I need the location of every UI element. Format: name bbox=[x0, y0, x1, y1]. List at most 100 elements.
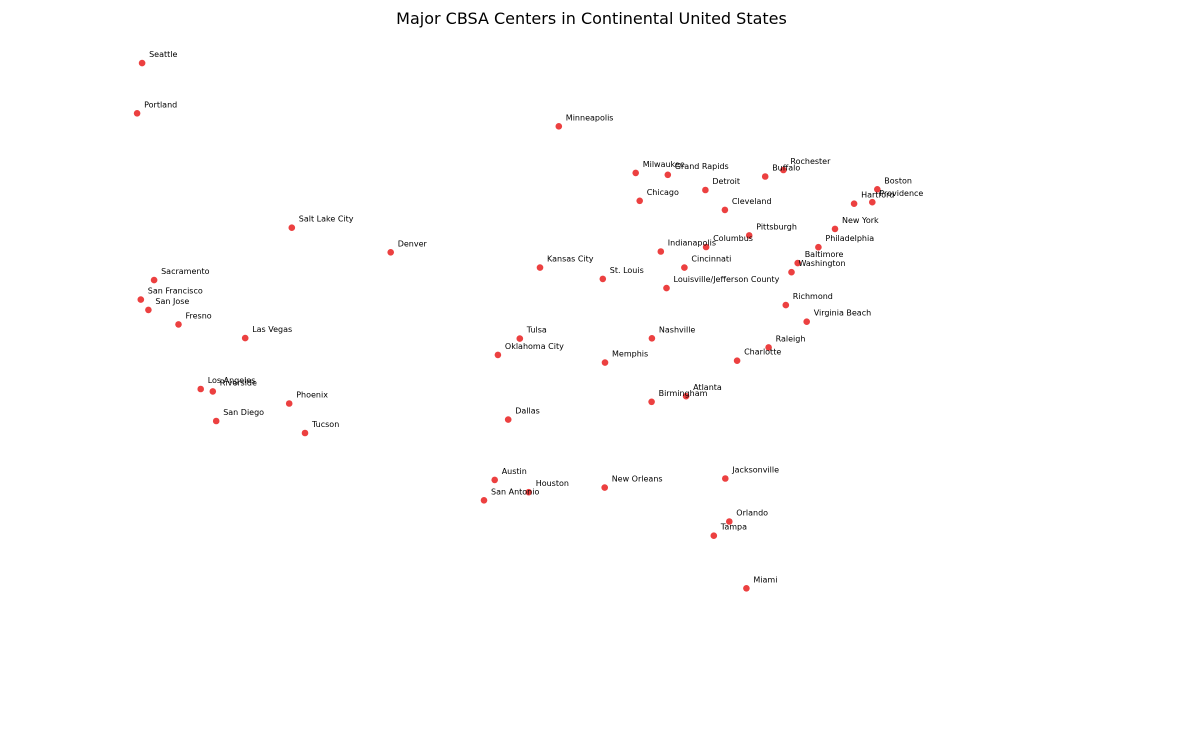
city-label: Birmingham bbox=[659, 389, 708, 398]
city-point bbox=[874, 186, 881, 193]
city-label: Chicago bbox=[647, 188, 679, 197]
city-label: San Antonio bbox=[491, 487, 539, 496]
city-label: Providence bbox=[879, 189, 923, 198]
points-layer bbox=[133, 59, 881, 592]
city-point bbox=[664, 171, 672, 179]
city-label: Philadelphia bbox=[825, 234, 874, 243]
city-label: Miami bbox=[753, 575, 777, 584]
city-label: Oklahoma City bbox=[505, 342, 564, 351]
city-label: Milwaukee bbox=[643, 160, 685, 169]
city-label: Memphis bbox=[612, 350, 648, 359]
city-point bbox=[387, 249, 395, 256]
city-point bbox=[601, 484, 608, 491]
city-point bbox=[137, 296, 145, 303]
city-label: Sacramento bbox=[161, 267, 209, 276]
city-point bbox=[702, 243, 710, 251]
city-point bbox=[663, 284, 670, 292]
city-label: Phoenix bbox=[296, 391, 328, 400]
city-point bbox=[803, 318, 810, 326]
city-label: Cincinnati bbox=[691, 255, 731, 264]
city-point bbox=[555, 123, 563, 130]
city-label: Seattle bbox=[149, 50, 177, 59]
city-point bbox=[150, 276, 158, 284]
city-point bbox=[722, 475, 729, 482]
city-point bbox=[648, 398, 655, 406]
city-point bbox=[241, 334, 249, 342]
city-point bbox=[815, 243, 822, 251]
city-point bbox=[780, 166, 787, 174]
city-point bbox=[288, 224, 296, 231]
city-label: Atlanta bbox=[693, 383, 722, 392]
city-point bbox=[831, 225, 839, 233]
city-label: Detroit bbox=[712, 177, 740, 186]
city-label: New York bbox=[842, 216, 879, 225]
city-label: Pittsburgh bbox=[756, 222, 797, 231]
city-label: Los Angeles bbox=[208, 376, 256, 385]
city-label: Minneapolis bbox=[566, 113, 614, 122]
city-label: Tulsa bbox=[526, 326, 547, 335]
city-label: Nashville bbox=[659, 325, 696, 334]
city-label: Tampa bbox=[720, 523, 747, 532]
city-point bbox=[536, 264, 544, 271]
city-label: Riverside bbox=[220, 378, 257, 387]
city-label: Las Vegas bbox=[252, 325, 292, 334]
city-label: Indianapolis bbox=[668, 239, 716, 248]
city-point bbox=[138, 59, 146, 67]
city-point bbox=[175, 321, 182, 328]
city-label: Boston bbox=[884, 176, 912, 185]
city-label: San Francisco bbox=[148, 287, 203, 296]
city-label: Raleigh bbox=[776, 334, 806, 343]
city-label: San Diego bbox=[223, 408, 264, 417]
city-point bbox=[504, 416, 512, 423]
chart-title: Major CBSA Centers in Continental United… bbox=[396, 9, 787, 28]
city-point bbox=[601, 359, 609, 366]
city-label: Tucson bbox=[311, 420, 339, 429]
city-point bbox=[733, 357, 741, 365]
city-label: Fresno bbox=[186, 311, 212, 320]
city-label: Salt Lake City bbox=[299, 215, 354, 224]
city-label: Rochester bbox=[790, 157, 831, 166]
city-point bbox=[212, 417, 220, 425]
city-point bbox=[197, 385, 204, 393]
city-point bbox=[850, 200, 858, 207]
city-point bbox=[710, 532, 718, 539]
city-label: Hartford bbox=[861, 191, 894, 200]
city-point bbox=[632, 169, 639, 177]
city-point bbox=[145, 306, 152, 314]
city-point bbox=[285, 400, 293, 407]
city-label: Dallas bbox=[515, 407, 540, 416]
city-point bbox=[133, 110, 141, 117]
city-label: Denver bbox=[398, 239, 428, 248]
city-point bbox=[636, 197, 643, 205]
city-label: Baltimore bbox=[805, 250, 844, 259]
city-point bbox=[491, 476, 499, 484]
city-label: Orlando bbox=[736, 509, 768, 518]
city-label: Kansas City bbox=[547, 255, 594, 264]
city-point bbox=[743, 585, 750, 592]
city-point bbox=[761, 173, 769, 180]
city-point bbox=[682, 392, 690, 400]
city-label: Grand Rapids bbox=[675, 162, 729, 171]
city-point bbox=[657, 248, 665, 255]
city-label: New Orleans bbox=[612, 475, 663, 484]
labels-layer: Seattle Portland Minneapolis Boston Providen… bbox=[144, 50, 923, 584]
city-point bbox=[599, 275, 607, 283]
city-label: Louisville/Jefferson County bbox=[674, 275, 780, 284]
city-point bbox=[794, 259, 801, 267]
city-label: Jacksonville bbox=[731, 466, 779, 475]
city-label: Washington bbox=[799, 259, 846, 268]
city-point bbox=[765, 344, 772, 351]
city-point bbox=[494, 351, 502, 359]
city-label: Austin bbox=[502, 467, 527, 476]
city-label: Charlotte bbox=[744, 348, 781, 357]
city-label: St. Louis bbox=[610, 266, 644, 275]
city-point bbox=[516, 335, 524, 342]
city-point bbox=[301, 429, 309, 437]
city-label: Virginia Beach bbox=[814, 309, 872, 318]
city-point bbox=[721, 206, 729, 214]
city-label: San Jose bbox=[155, 297, 189, 306]
city-point bbox=[788, 268, 795, 276]
city-point bbox=[480, 497, 488, 504]
